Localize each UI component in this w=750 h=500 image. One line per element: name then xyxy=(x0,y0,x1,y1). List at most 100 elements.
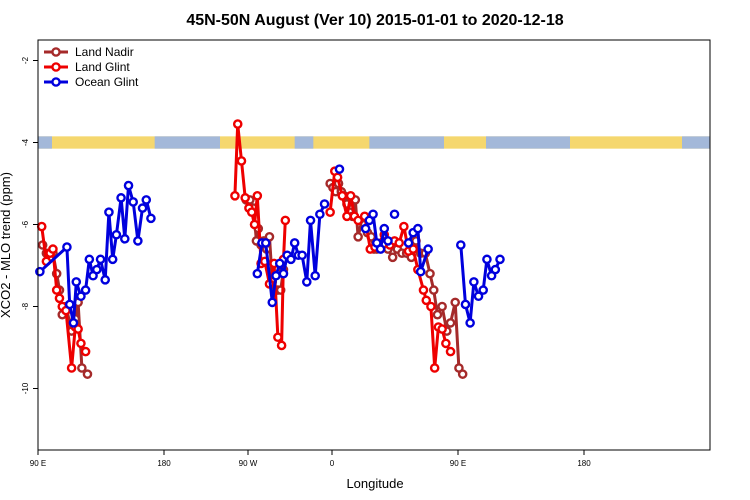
data-point-land-glint xyxy=(345,190,356,201)
legend-item-land-glint: Land Glint xyxy=(44,60,130,74)
legend-item-land-nadir: Land Nadir xyxy=(44,45,134,59)
data-point-ocean-glint xyxy=(252,268,263,279)
data-point-ocean-glint xyxy=(92,264,102,275)
data-point-land-glint xyxy=(273,332,283,343)
data-point-land-nadir xyxy=(387,252,398,263)
x-tick-label: 90 W xyxy=(239,459,258,468)
data-point-ocean-glint xyxy=(120,234,130,244)
data-point-ocean-glint xyxy=(64,299,75,310)
data-point-ocean-glint xyxy=(35,266,45,277)
data-point-ocean-glint xyxy=(286,254,296,265)
data-point-ocean-glint xyxy=(260,238,271,248)
x-axis-label: Longitude xyxy=(346,476,403,491)
data-point-ocean-glint xyxy=(84,254,95,265)
data-point-land-glint xyxy=(429,363,440,373)
data-point-ocean-glint xyxy=(415,266,426,277)
data-point-land-glint xyxy=(232,119,243,129)
data-point-ocean-glint xyxy=(116,193,126,203)
data-point-ocean-glint xyxy=(379,223,390,234)
ocean-band xyxy=(682,136,710,149)
data-point-land-glint xyxy=(48,244,58,254)
data-point-ocean-glint xyxy=(274,258,285,269)
legend-label: Ocean Glint xyxy=(75,75,139,89)
data-point-land-glint xyxy=(246,207,257,217)
x-axis: 90 E 180 90 W 0 90 E 180 xyxy=(30,450,591,468)
series-line-ocean-glint xyxy=(459,244,502,325)
x-tick-label: 90 E xyxy=(450,459,466,468)
data-point-ocean-glint xyxy=(104,207,114,217)
data-point-land-glint xyxy=(421,295,432,306)
data-point-ocean-glint xyxy=(490,264,501,275)
data-point-land-glint xyxy=(408,244,419,254)
data-point-ocean-glint xyxy=(383,236,393,246)
y-tick-label: -10 xyxy=(21,382,30,394)
data-point-land-glint xyxy=(280,215,291,226)
data-point-ocean-glint xyxy=(62,242,72,252)
x-tick-label: 0 xyxy=(330,459,335,468)
data-point-ocean-glint xyxy=(146,213,156,224)
data-point-land-glint xyxy=(230,190,240,201)
data-point-ocean-glint xyxy=(95,254,106,265)
data-point-ocean-glint xyxy=(305,215,316,226)
data-point-land-glint xyxy=(445,346,456,357)
data-point-ocean-glint xyxy=(482,254,492,265)
y-axis: -2 -4 -6 -8 -10 xyxy=(21,56,38,394)
data-point-land-glint xyxy=(426,301,436,312)
data-point-ocean-glint xyxy=(469,277,479,287)
data-point-ocean-glint xyxy=(123,180,134,191)
data-point-ocean-glint xyxy=(465,318,475,328)
data-point-land-nadir xyxy=(82,369,93,379)
data-point-land-nadir xyxy=(450,297,461,308)
data-point-ocean-glint xyxy=(403,238,414,248)
y-axis-label: XCO2 - MLO trend (ppm) xyxy=(0,172,13,318)
data-point-ocean-glint xyxy=(141,195,152,205)
data-point-ocean-glint xyxy=(310,270,321,281)
data-point-land-glint xyxy=(54,293,65,304)
data-point-land-nadir xyxy=(437,301,447,312)
data-point-land-nadir xyxy=(457,369,468,379)
data-point-land-glint xyxy=(240,193,250,203)
y-tick-label: -8 xyxy=(21,302,30,310)
series-layer xyxy=(35,119,505,379)
data-point-ocean-glint xyxy=(289,238,300,248)
x-tick-label: 180 xyxy=(577,459,591,468)
data-point-ocean-glint xyxy=(495,254,505,265)
data-point-ocean-glint xyxy=(319,199,330,209)
data-point-ocean-glint xyxy=(137,203,148,213)
data-point-land-glint xyxy=(249,219,260,230)
data-point-land-glint xyxy=(394,238,405,248)
plot-frame xyxy=(37,39,711,451)
data-point-land-glint xyxy=(337,190,348,201)
x-tick-label: 180 xyxy=(157,459,171,468)
ocean-band xyxy=(486,136,570,149)
data-point-land-glint xyxy=(51,285,62,295)
data-point-ocean-glint xyxy=(478,285,489,295)
ocean-band xyxy=(38,136,52,149)
data-point-ocean-glint xyxy=(368,209,378,220)
data-point-ocean-glint xyxy=(71,277,82,287)
data-point-ocean-glint xyxy=(473,291,484,302)
data-point-land-glint xyxy=(73,324,83,334)
data-point-land-glint xyxy=(80,346,91,357)
data-point-ocean-glint xyxy=(455,240,466,250)
legend-item-ocean-glint: Ocean Glint xyxy=(44,75,139,89)
y-tick-label: -6 xyxy=(21,220,30,228)
data-point-ocean-glint xyxy=(301,277,312,287)
data-point-ocean-glint xyxy=(107,254,118,265)
legend-swatch-marker xyxy=(51,47,61,57)
data-point-land-nadir xyxy=(353,231,363,242)
series-land-glint xyxy=(36,119,456,373)
data-point-ocean-glint xyxy=(133,236,143,246)
data-point-land-nadir xyxy=(428,285,439,295)
data-point-ocean-glint xyxy=(80,285,91,295)
data-point-land-glint xyxy=(418,285,429,295)
data-point-land-nadir xyxy=(432,309,443,320)
data-point-ocean-glint xyxy=(460,299,471,310)
y-tick-label: -2 xyxy=(21,56,30,64)
data-point-land-glint xyxy=(399,221,409,232)
data-point-land-glint xyxy=(332,172,343,183)
data-point-ocean-glint xyxy=(334,164,345,174)
data-point-land-nadir xyxy=(77,363,87,373)
data-point-ocean-glint xyxy=(100,275,110,285)
